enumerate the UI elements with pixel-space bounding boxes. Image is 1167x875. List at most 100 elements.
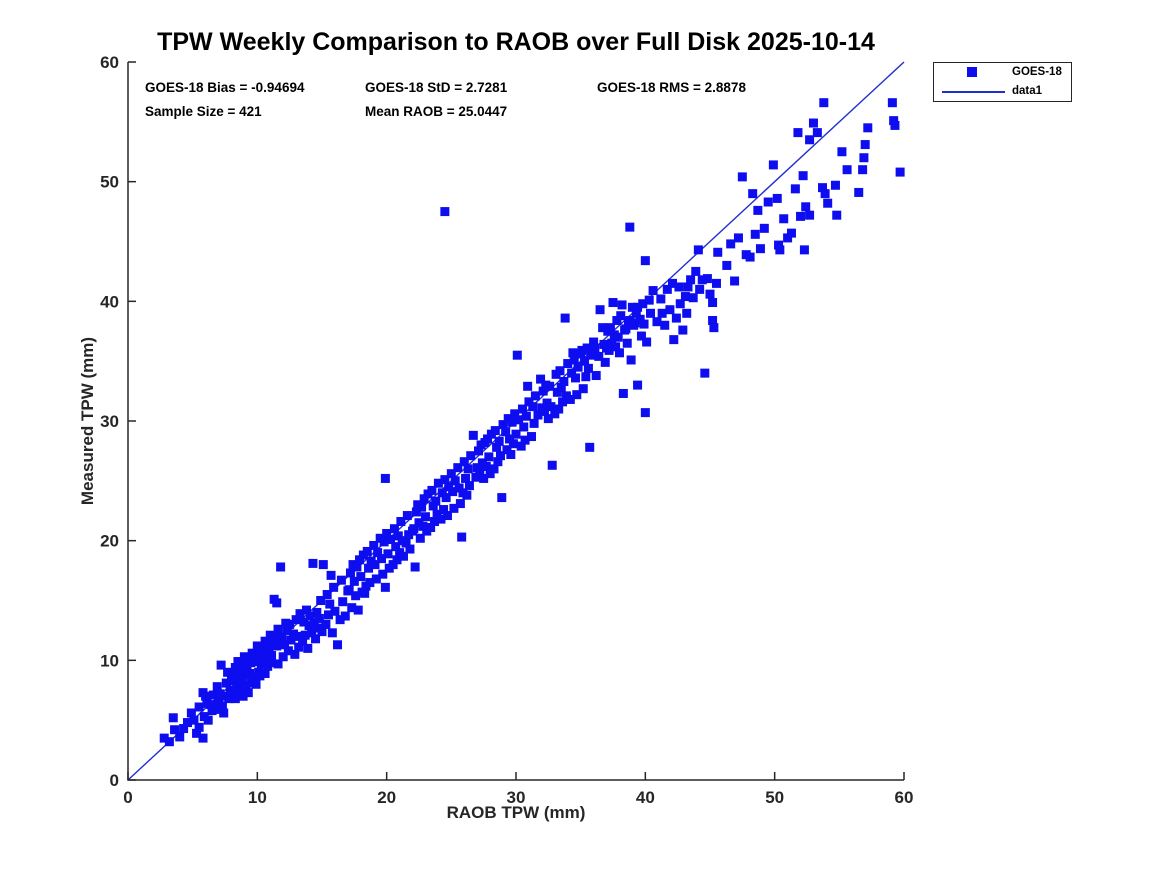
scatter-point bbox=[808, 118, 818, 128]
scatter-point bbox=[750, 229, 760, 239]
scatter-point bbox=[247, 648, 257, 658]
scatter-point bbox=[567, 368, 577, 378]
scatter-point bbox=[316, 596, 326, 605]
scatter-point bbox=[730, 276, 740, 286]
scatter-point bbox=[585, 442, 595, 452]
scatter-point bbox=[890, 120, 900, 130]
scatter-point bbox=[798, 171, 808, 181]
scatter-point bbox=[219, 708, 229, 718]
scatter-point bbox=[323, 610, 333, 620]
scatter-point bbox=[578, 384, 588, 394]
scatter-point bbox=[454, 483, 464, 493]
scatter-point bbox=[708, 315, 718, 325]
scatter-point bbox=[471, 472, 481, 482]
scatter-point bbox=[238, 660, 248, 670]
scatter-point bbox=[763, 197, 773, 207]
x-tick-label: 10 bbox=[248, 788, 267, 807]
scatter-point bbox=[228, 686, 238, 696]
scatter-point bbox=[338, 597, 348, 607]
scatter-point bbox=[236, 684, 246, 694]
scatter-point bbox=[559, 377, 569, 387]
scatter-point bbox=[194, 722, 204, 732]
scatter-point bbox=[674, 282, 684, 292]
scatter-point bbox=[380, 473, 390, 483]
scatter-point bbox=[159, 733, 169, 743]
scatter-point bbox=[604, 345, 614, 355]
scatter-point bbox=[290, 649, 300, 659]
y-tick-label: 50 bbox=[100, 173, 119, 192]
scatter-point bbox=[860, 140, 870, 150]
scatter-point bbox=[420, 512, 430, 522]
scatter-point bbox=[582, 343, 592, 353]
scatter-point bbox=[626, 355, 636, 365]
scatter-point bbox=[511, 429, 521, 439]
scatter-point bbox=[295, 609, 305, 619]
scatter-point bbox=[238, 691, 248, 701]
scatter-point bbox=[446, 469, 456, 479]
scatter-point bbox=[568, 348, 578, 358]
scatter-point bbox=[733, 233, 743, 243]
scatter-point bbox=[410, 562, 420, 572]
scatter-point bbox=[678, 325, 688, 335]
scatter-point bbox=[823, 198, 833, 208]
scatter-point bbox=[340, 611, 350, 621]
scatter-point bbox=[505, 434, 515, 444]
scatter-point bbox=[398, 551, 408, 561]
scatter-point bbox=[555, 366, 565, 376]
scatter-point bbox=[168, 713, 178, 723]
scatter-point bbox=[282, 625, 292, 635]
scatter-point bbox=[312, 607, 322, 617]
scatter-point bbox=[638, 299, 648, 309]
scatter-point bbox=[640, 408, 650, 418]
scatter-point bbox=[318, 560, 328, 570]
stat-rms: GOES-18 RMS = 2.8878 bbox=[597, 80, 746, 95]
scatter-point bbox=[362, 546, 372, 556]
scatter-point bbox=[232, 679, 242, 689]
scatter-point bbox=[444, 482, 454, 492]
scatter-point bbox=[748, 189, 758, 199]
scatter-point bbox=[801, 202, 811, 212]
scatter-point bbox=[507, 417, 517, 427]
scatter-point bbox=[527, 432, 537, 442]
scatter-point bbox=[554, 404, 564, 414]
scatter-point bbox=[308, 558, 318, 568]
scatter-point bbox=[427, 485, 437, 495]
scatter-point bbox=[364, 563, 374, 573]
stat-mean-raob: Mean RAOB = 25.0447 bbox=[365, 104, 508, 119]
scatter-point bbox=[382, 528, 392, 538]
scatter-point bbox=[510, 409, 520, 419]
scatter-point bbox=[657, 308, 667, 318]
scatter-point bbox=[208, 690, 218, 700]
scatter-point bbox=[611, 342, 621, 352]
scatter-point bbox=[378, 569, 388, 579]
scatter-point bbox=[353, 605, 363, 615]
scatter-point bbox=[805, 135, 815, 145]
scatter-point bbox=[189, 715, 199, 725]
scatter-point bbox=[538, 386, 548, 396]
scatter-point bbox=[494, 436, 504, 446]
scatter-point bbox=[686, 275, 696, 285]
x-tick-label: 40 bbox=[636, 788, 655, 807]
scatter-point bbox=[820, 189, 830, 199]
scatter-point bbox=[680, 292, 690, 302]
scatter-point bbox=[401, 538, 411, 548]
scatter-point bbox=[625, 315, 635, 325]
scatter-point bbox=[543, 414, 553, 424]
scatter-point bbox=[440, 207, 450, 217]
scatter-point bbox=[625, 222, 635, 232]
scatter-point bbox=[552, 387, 562, 397]
scatter-point bbox=[409, 524, 419, 534]
scatter-point bbox=[612, 315, 622, 325]
scatter-point bbox=[344, 585, 354, 595]
scatter-point bbox=[667, 278, 677, 288]
scatter-point bbox=[294, 642, 304, 652]
scatter-point bbox=[768, 160, 778, 170]
scatter-point bbox=[622, 338, 632, 348]
scatter-point bbox=[376, 554, 386, 564]
scatter-point bbox=[256, 659, 266, 669]
scatter-point bbox=[203, 715, 213, 725]
scatter-point bbox=[550, 409, 560, 419]
scatter-point bbox=[691, 266, 701, 276]
scatter-point bbox=[774, 240, 784, 250]
scatter-point bbox=[618, 388, 628, 398]
